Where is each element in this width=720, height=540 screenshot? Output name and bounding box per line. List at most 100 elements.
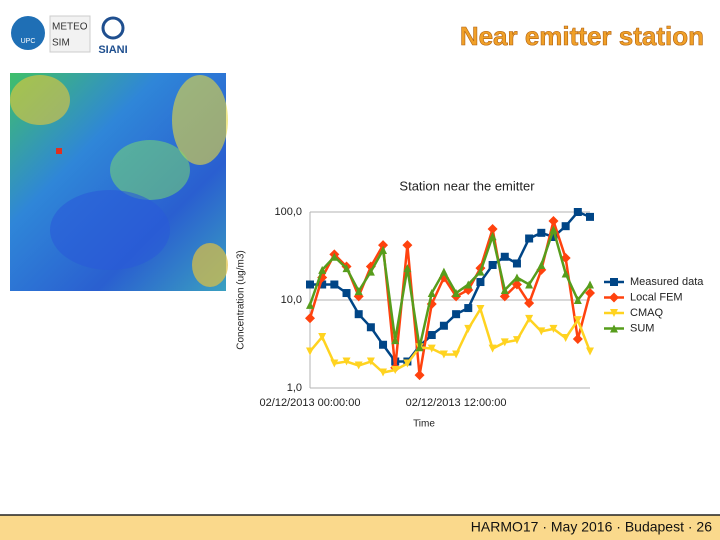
marker (537, 260, 546, 269)
marker (306, 347, 314, 356)
marker (525, 280, 534, 289)
logo-text: SIANI (98, 44, 127, 56)
marker (464, 324, 473, 333)
marker (464, 280, 473, 289)
x-axis-label: Time (413, 419, 435, 430)
slide-title: Near emitter station (460, 21, 704, 51)
marker (586, 280, 594, 289)
marker (537, 327, 546, 336)
emitter-marker (56, 148, 62, 154)
marker (439, 267, 448, 276)
marker (427, 289, 436, 298)
marker (464, 304, 473, 313)
marker (391, 336, 400, 345)
marker (318, 332, 327, 341)
marker (403, 264, 412, 273)
marker (452, 310, 461, 319)
marker (379, 340, 388, 349)
marker (330, 280, 339, 289)
marker (561, 269, 570, 278)
marker (585, 288, 595, 299)
siani-logo (101, 16, 125, 40)
marker (403, 359, 412, 368)
marker (512, 259, 521, 268)
legend-marker (610, 309, 618, 317)
marker (537, 228, 546, 237)
marker (500, 285, 509, 294)
marker (476, 278, 485, 287)
marker (366, 357, 375, 366)
marker (305, 313, 315, 324)
marker (354, 361, 363, 370)
marker (439, 350, 448, 359)
chart-title: Station near the emitter (399, 178, 535, 193)
marker (488, 260, 497, 269)
marker (548, 216, 559, 227)
marker (549, 324, 558, 333)
marker (427, 344, 436, 353)
legend-marker (609, 292, 619, 303)
y-tick-label: 100,0 (274, 206, 302, 218)
marker (366, 323, 375, 332)
legend-marker (610, 278, 618, 286)
marker (306, 300, 314, 309)
upc-logo (11, 16, 45, 50)
y-tick-label: 1,0 (287, 382, 302, 394)
marker (512, 336, 521, 345)
marker (476, 305, 485, 314)
marker (487, 224, 498, 235)
legend-label: Local FEM (630, 291, 683, 303)
marker (427, 331, 436, 340)
marker (512, 273, 521, 282)
marker (342, 264, 351, 273)
marker (366, 267, 375, 276)
series-line (308, 225, 591, 348)
x-tick-label: 02/12/2013 12:00:00 (406, 397, 507, 409)
map-area (10, 75, 70, 125)
logo-text: METEO (52, 22, 88, 33)
marker (573, 208, 582, 216)
marker (379, 368, 388, 377)
legend-marker (610, 324, 618, 333)
marker (500, 252, 509, 261)
map-area (50, 190, 170, 270)
marker (572, 334, 583, 345)
marker (573, 316, 582, 325)
marker (452, 350, 461, 359)
marker (573, 296, 582, 304)
marker (511, 279, 522, 290)
marker (354, 287, 363, 296)
footer-bar (0, 515, 720, 540)
marker (342, 289, 351, 298)
logos: UPC METEO SIM SIANI (11, 15, 128, 56)
map-area (110, 140, 190, 200)
marker (306, 280, 314, 289)
marker (379, 245, 388, 254)
marker (586, 212, 594, 221)
marker (354, 310, 363, 319)
map-area (192, 243, 228, 287)
marker (561, 333, 570, 342)
legend-label: CMAQ (630, 307, 663, 319)
legend-label: Measured data (630, 276, 704, 288)
map-image (10, 73, 228, 291)
meteosim-logo (49, 15, 91, 53)
marker (500, 338, 509, 347)
map-area (172, 75, 228, 165)
marker (391, 366, 400, 375)
marker (549, 225, 558, 234)
marker (488, 344, 497, 353)
marker (414, 370, 425, 381)
marker (378, 240, 389, 251)
logo-text: UPC (21, 38, 36, 45)
marker (402, 240, 413, 251)
y-tick-label: 10,0 (281, 294, 302, 306)
marker (415, 343, 424, 352)
marker (342, 357, 351, 366)
footer-text: HARMO17 · May 2016 · Budapest · 26 (471, 519, 712, 535)
marker (525, 234, 534, 243)
logo-text: SIM (52, 38, 70, 49)
x-tick-label: 02/12/2013 00:00:00 (260, 397, 361, 409)
